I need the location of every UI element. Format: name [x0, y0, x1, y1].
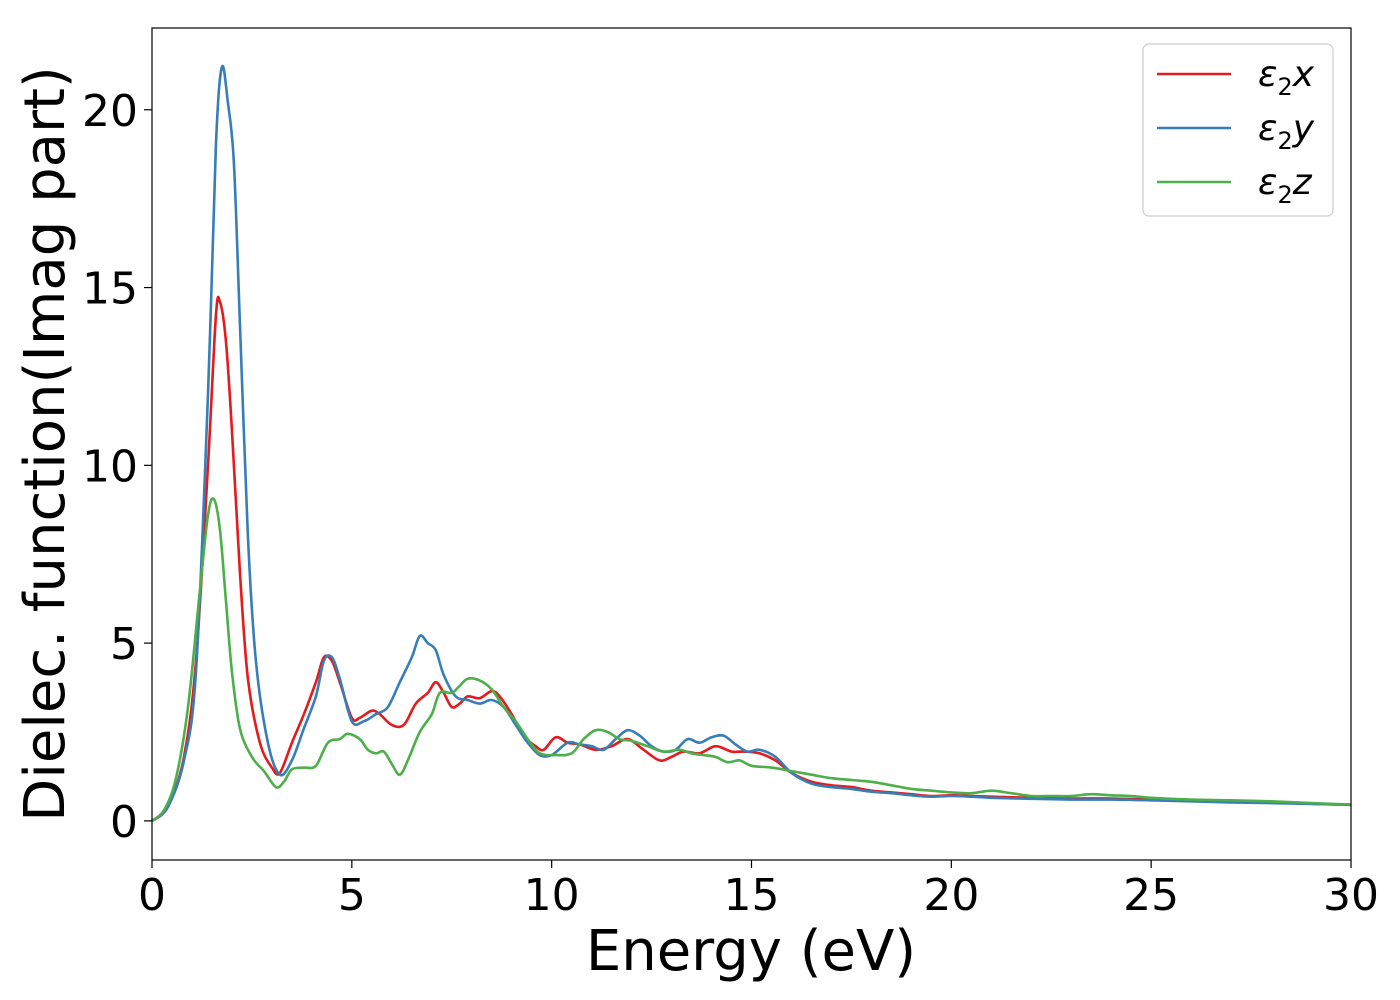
series-line-y [151, 64, 1352, 822]
x-tick-label: 0 [138, 870, 166, 921]
x-axis-label: Energy (eV) [586, 919, 916, 984]
y-tick-label: 5 [110, 619, 138, 670]
legend-label-x: ε2x [1258, 54, 1315, 101]
y-tick-label: 0 [110, 797, 138, 848]
y-axis-ticks: 0 5 10 15 20 [82, 86, 152, 848]
legend-box [1142, 43, 1334, 217]
y-tick-label: 20 [82, 86, 138, 137]
x-tick-label: 20 [923, 870, 979, 921]
y-axis-label: Dielec. function(Imag part) [13, 66, 78, 822]
x-tick-label: 30 [1323, 870, 1379, 921]
legend-label-z: ε2z [1258, 162, 1313, 209]
y-tick-label: 10 [82, 441, 138, 492]
series-line-z [151, 497, 1352, 822]
legend-label-y: ε2y [1258, 108, 1315, 155]
y-tick-label: 15 [82, 264, 138, 315]
series-layer [151, 64, 1352, 822]
x-tick-label: 25 [1123, 870, 1179, 921]
x-tick-label: 10 [524, 870, 580, 921]
x-tick-label: 5 [338, 870, 366, 921]
x-tick-label: 15 [724, 870, 780, 921]
x-axis-ticks: 0 5 10 15 20 25 30 [138, 860, 1379, 921]
legend: ε2x ε2y ε2z [1142, 43, 1334, 217]
